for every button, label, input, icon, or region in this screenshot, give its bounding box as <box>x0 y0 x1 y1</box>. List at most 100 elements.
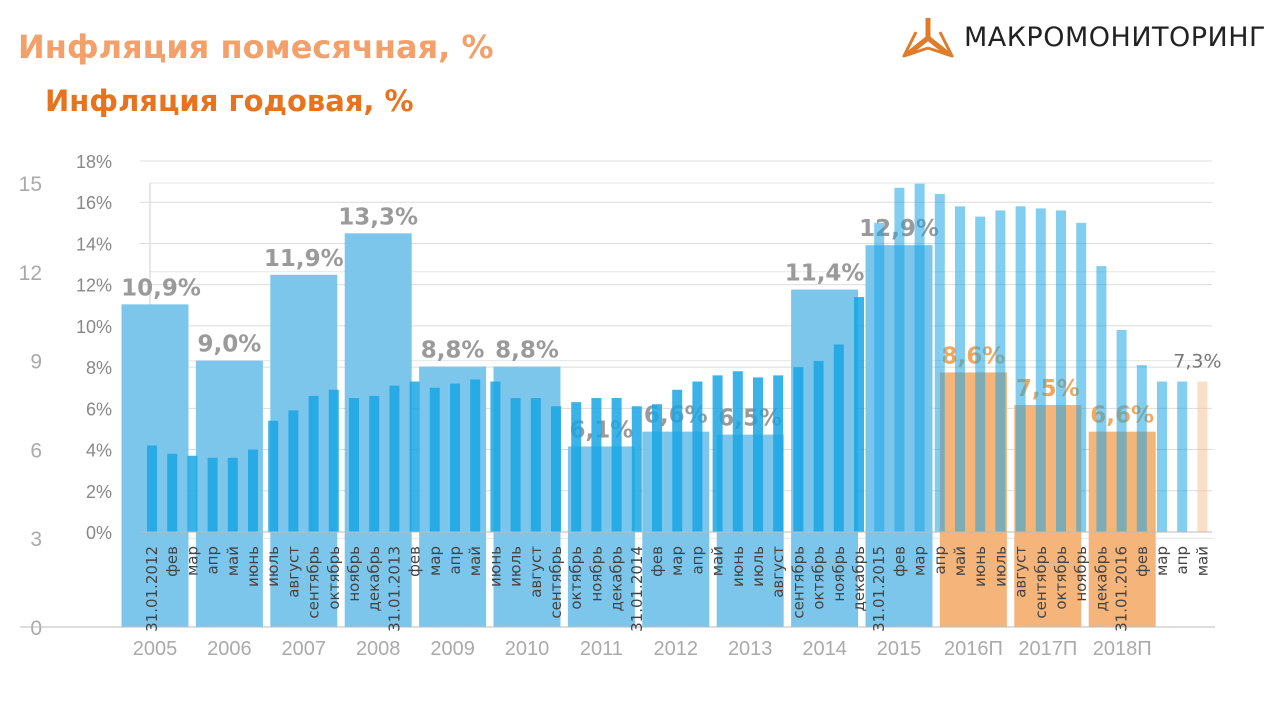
monthly-x-tick: фев <box>890 546 908 577</box>
monthly-x-tick: октябрь <box>810 546 828 610</box>
annual-y-tick: 3 <box>30 528 42 551</box>
monthly-y-tick: 4% <box>86 441 112 461</box>
monthly-x-tick: август <box>527 546 545 598</box>
monthly-bar <box>187 455 198 532</box>
logo-triangle-icon <box>902 18 954 58</box>
monthly-bar <box>470 379 481 532</box>
monthly-bar <box>571 402 582 532</box>
monthly-bar <box>530 398 541 532</box>
monthly-x-tick: декабрь <box>850 546 868 611</box>
monthly-x-tick: мар <box>1153 546 1171 576</box>
annual-y-tick: 12 <box>19 262 42 285</box>
monthly-bar <box>349 398 359 532</box>
annual-y-tick: 0 <box>30 617 42 640</box>
monthly-bar <box>1015 206 1026 532</box>
annual-x-tick: 2013 <box>728 638 773 660</box>
monthly-bar <box>288 410 299 532</box>
monthly-bar <box>934 193 945 532</box>
monthly-x-tick: октябрь <box>325 546 343 610</box>
monthly-x-tick: июнь <box>244 546 262 587</box>
monthly-bar <box>248 449 258 532</box>
monthly-x-tick: фев <box>406 546 424 577</box>
monthly-bar <box>450 383 460 532</box>
monthly-x-tick: май <box>1193 546 1211 576</box>
monthly-x-tick: фев <box>648 546 666 577</box>
monthly-x-tick: апр <box>446 546 464 575</box>
monthly-x-tick: декабрь <box>1092 546 1110 611</box>
monthly-bar <box>874 222 885 533</box>
monthly-bar <box>268 420 279 532</box>
monthly-bar <box>793 367 804 532</box>
annual-x-tick: 2009 <box>430 638 475 660</box>
monthly-x-tick: май <box>224 546 242 576</box>
annual-data-label: 10,9% <box>121 275 201 301</box>
monthly-x-tick: июль <box>264 546 282 587</box>
annual-data-label: 8,6% <box>942 343 1006 369</box>
monthly-bar <box>328 389 339 532</box>
monthly-bar <box>995 210 1006 532</box>
monthly-bar <box>591 398 602 532</box>
monthly-bar <box>510 398 521 532</box>
annual-x-tick: 2016П <box>944 638 1003 660</box>
annual-x-tick: 2017П <box>1018 638 1077 660</box>
monthly-bar <box>732 371 743 532</box>
monthly-bar <box>1157 381 1167 532</box>
annual-y-tick: 6 <box>30 439 42 462</box>
annual-x-tick: 2005 <box>133 638 178 660</box>
monthly-x-tick: фев <box>163 546 181 577</box>
monthly-y-tick: 8% <box>86 358 112 378</box>
annual-x-tick: 2015 <box>877 638 922 660</box>
monthly-bar <box>551 406 561 532</box>
monthly-y-tick: 18% <box>76 152 112 172</box>
monthly-bar <box>227 457 238 532</box>
monthly-bar <box>975 216 986 532</box>
monthly-y-tick: 0% <box>86 523 112 543</box>
monthly-bar <box>490 381 501 532</box>
monthly-bar <box>692 381 703 532</box>
monthly-x-tick: июнь <box>971 546 989 587</box>
monthly-bar <box>1096 266 1107 532</box>
monthly-x-tick: сентябрь <box>1032 546 1050 619</box>
monthly-x-tick: сентябрь <box>305 546 323 619</box>
monthly-x-tick: мар <box>426 546 444 576</box>
monthly-bar <box>773 375 784 532</box>
monthly-bar <box>611 398 622 532</box>
monthly-bar <box>712 375 723 532</box>
monthly-x-tick: декабрь <box>365 546 383 611</box>
annual-x-tick: 2011 <box>580 638 623 660</box>
monthly-x-tick: 31.01.2015 <box>870 546 888 632</box>
monthly-y-tick: 14% <box>76 234 112 254</box>
annual-bar-2010 <box>493 366 561 627</box>
monthly-bar <box>207 457 218 532</box>
monthly-bar <box>753 377 763 532</box>
monthly-x-tick: июль <box>507 546 525 587</box>
annual-y-tick: 9 <box>30 351 42 374</box>
annual-data-label: 9,0% <box>198 332 262 358</box>
annual-data-label: 13,3% <box>338 204 418 230</box>
annual-data-label: 7,5% <box>1016 376 1080 402</box>
monthly-x-tick: июнь <box>729 546 747 587</box>
annual-x-tick: 2006 <box>207 638 252 660</box>
monthly-x-tick: 31.01.2013 <box>385 546 403 632</box>
monthly-x-tick: 31.01.2014 <box>628 546 646 632</box>
monthly-y-tick: 12% <box>76 276 112 296</box>
monthly-data-label: 7,3% <box>1173 351 1221 373</box>
monthly-bar <box>1197 381 1208 532</box>
logo-text: МАКРОМОНИТОРИНГ <box>964 21 1267 53</box>
monthly-bar <box>652 404 662 532</box>
monthly-bar <box>409 381 420 532</box>
monthly-bar <box>147 445 157 532</box>
monthly-x-tick: сентябрь <box>547 546 565 619</box>
monthly-x-tick: август <box>284 546 302 598</box>
monthly-bar <box>308 395 319 532</box>
monthly-x-tick: апр <box>204 546 222 575</box>
monthly-bar <box>389 385 400 532</box>
monthly-x-tick: сентябрь <box>789 546 807 619</box>
monthly-bar <box>1136 365 1147 532</box>
monthly-x-tick: август <box>1012 546 1030 598</box>
annual-data-label: 11,9% <box>264 246 344 272</box>
logo: МАКРОМОНИТОРИНГ <box>900 14 1266 60</box>
monthly-x-tick: июль <box>749 546 767 587</box>
monthly-bar <box>167 453 178 532</box>
